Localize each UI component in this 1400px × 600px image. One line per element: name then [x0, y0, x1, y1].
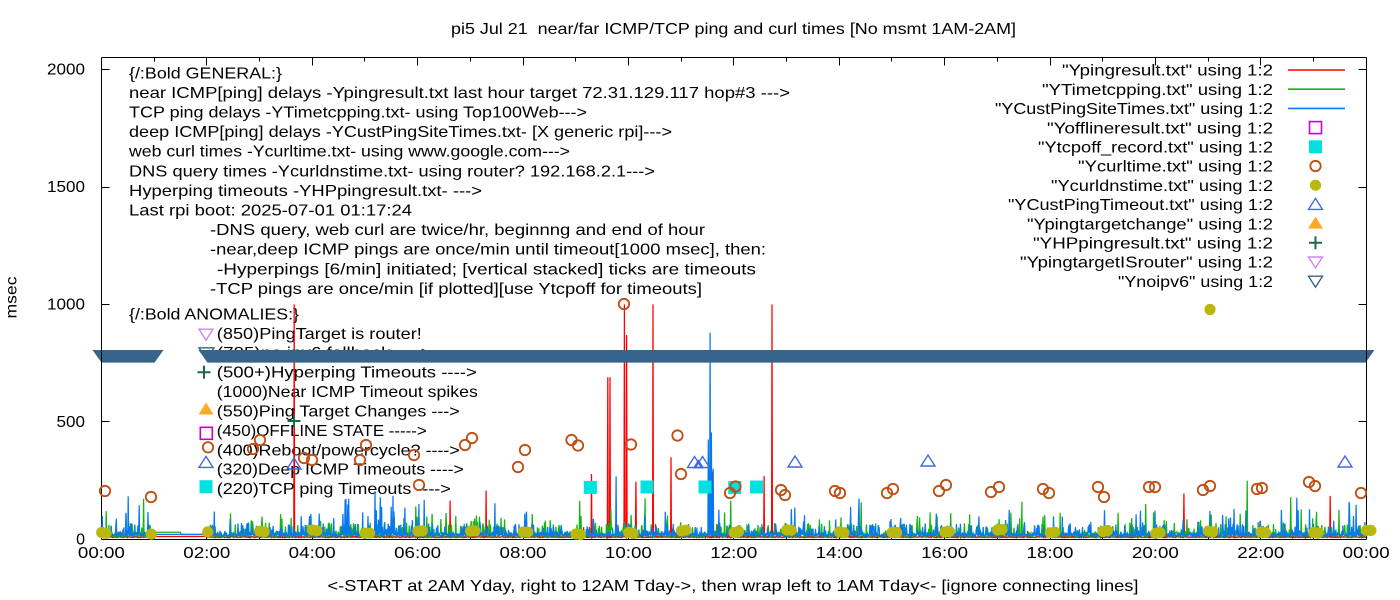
svg-text:"YCustPingSiteTimes.txt" using: "YCustPingSiteTimes.txt" using 1:2 — [995, 101, 1273, 118]
svg-text:1500: 1500 — [47, 179, 85, 196]
svg-text:"Ycurltime.txt" using 1:2: "Ycurltime.txt" using 1:2 — [1078, 159, 1273, 176]
svg-text:08:00: 08:00 — [500, 545, 547, 562]
svg-text:web curl times -Ycurltime.txt-: web curl times -Ycurltime.txt- using www… — [128, 144, 570, 161]
svg-text:(550)Ping Target Changes --->: (550)Ping Target Changes ---> — [217, 404, 460, 421]
svg-text:18:00: 18:00 — [1027, 545, 1074, 562]
svg-text:"Ytcpoff_record.txt" using 1:2: "Ytcpoff_record.txt" using 1:2 — [1038, 140, 1273, 157]
svg-text:(220)TCP ping Timeouts ---->: (220)TCP ping Timeouts ----> — [217, 481, 451, 498]
svg-text:2000: 2000 — [47, 62, 85, 79]
svg-text:10:00: 10:00 — [605, 545, 652, 562]
svg-text:(450)OFFLINE STATE ----->: (450)OFFLINE STATE -----> — [217, 423, 427, 440]
svg-text:Last rpi boot: 2025-07-01 01:1: Last rpi boot: 2025-07-01 01:17:24 — [129, 203, 412, 220]
svg-text:"YpingtargetISrouter" using 1:: "YpingtargetISrouter" using 1:2 — [1020, 255, 1273, 272]
svg-text:-near,deep ICMP pings are once: -near,deep ICMP pings are once/min until… — [210, 242, 766, 259]
svg-text:"Ynoipv6" using 1:2: "Ynoipv6" using 1:2 — [1118, 274, 1273, 291]
svg-text:22:00: 22:00 — [1237, 545, 1284, 562]
svg-text:"YCustPingTimeout.txt" using 1: "YCustPingTimeout.txt" using 1:2 — [1008, 197, 1273, 214]
svg-text:-DNS query, web curl are twice: -DNS query, web curl are twice/hr, begin… — [210, 222, 706, 239]
svg-text:02:00: 02:00 — [183, 545, 230, 562]
svg-text:pi5 Jul 21 near/far ICMP/TCP: pi5 Jul 21 near/far ICMP/TCP ping and cu… — [451, 21, 1016, 38]
svg-text:04:00: 04:00 — [289, 545, 336, 562]
svg-text:00:00: 00:00 — [1343, 545, 1390, 562]
svg-text:16:00: 16:00 — [921, 545, 968, 562]
svg-text:(500+)Hyperping Timeouts ---->: (500+)Hyperping Timeouts ----> — [217, 365, 477, 382]
svg-text:00:00: 00:00 — [78, 545, 125, 562]
svg-text:500: 500 — [57, 414, 86, 431]
svg-text:msec: msec — [4, 277, 21, 319]
svg-text:(400)Reboot/powercycle? ---->: (400)Reboot/powercycle? ----> — [217, 442, 460, 459]
svg-text:{/:Bold ANOMALIES:}: {/:Bold ANOMALIES:} — [129, 306, 300, 323]
svg-text:DNS query times -Ycurldnstime.: DNS query times -Ycurldnstime.txt- using… — [129, 163, 655, 180]
svg-text:"YTimetcpping.txt" using 1:2: "YTimetcpping.txt" using 1:2 — [1042, 82, 1273, 99]
svg-text:-TCP pings are once/min [if pl: -TCP pings are once/min [if plotted][use… — [210, 281, 702, 298]
svg-text:TCP ping delays -YTimetcpping.: TCP ping delays -YTimetcpping.txt- using… — [129, 105, 587, 122]
svg-text:0: 0 — [76, 531, 85, 548]
svg-text:"Ypingtargetchange" using 1:2: "Ypingtargetchange" using 1:2 — [1027, 216, 1273, 233]
svg-text:"Yofflineresult.txt" using 1:2: "Yofflineresult.txt" using 1:2 — [1047, 120, 1273, 137]
svg-text:1000: 1000 — [47, 296, 85, 313]
svg-text:-Hyperpings [6/min] initiated;: -Hyperpings [6/min] initiated; [vertical… — [217, 261, 756, 278]
svg-text:Hyperping timeouts -YHPpingres: Hyperping timeouts -YHPpingresult.txt- -… — [129, 183, 482, 200]
svg-text:(850)PingTarget is router!: (850)PingTarget is router! — [217, 326, 422, 343]
svg-text:(320)Deep ICMP Timeouts ---->: (320)Deep ICMP Timeouts ----> — [217, 462, 464, 479]
svg-text:14:00: 14:00 — [816, 545, 863, 562]
svg-text:20:00: 20:00 — [1132, 545, 1179, 562]
svg-text:near ICMP[ping] delays -Ypingr: near ICMP[ping] delays -Ypingresult.txt … — [129, 85, 790, 102]
svg-text:06:00: 06:00 — [394, 545, 441, 562]
svg-text:(1000)Near ICMP Timeout spikes: (1000)Near ICMP Timeout spikes — [217, 384, 478, 401]
svg-text:"Ypingresult.txt" using 1:2: "Ypingresult.txt" using 1:2 — [1062, 63, 1273, 80]
svg-text:{/:Bold GENERAL:}: {/:Bold GENERAL:} — [129, 65, 283, 82]
svg-text:"YHPpingresult.txt" using 1:2: "YHPpingresult.txt" using 1:2 — [1033, 236, 1273, 253]
svg-text:12:00: 12:00 — [710, 545, 757, 562]
svg-text:"Ycurldnstime.txt" using 1:2: "Ycurldnstime.txt" using 1:2 — [1051, 178, 1273, 195]
svg-text:deep ICMP[ping] delays -YCustP: deep ICMP[ping] delays -YCustPingSiteTim… — [129, 124, 672, 141]
svg-text:<-START at 2AM Yday, right to: <-START at 2AM Yday, right to 12AM Tday-… — [328, 578, 1139, 595]
